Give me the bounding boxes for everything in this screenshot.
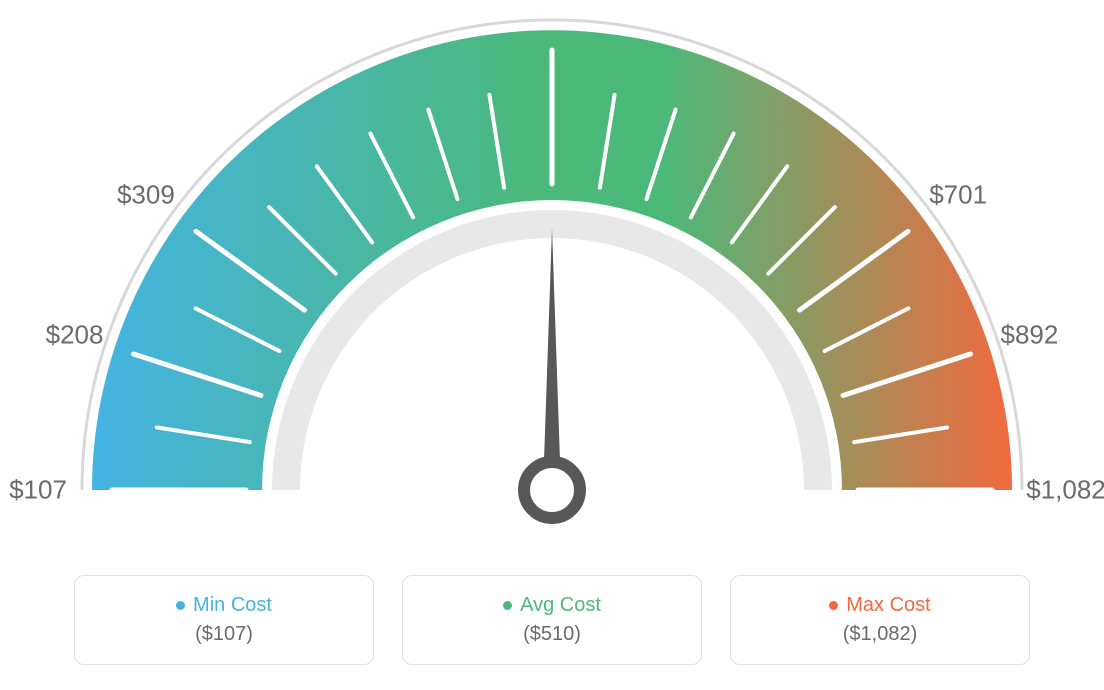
gauge-tick-label: $701 xyxy=(929,179,987,210)
legend-title-min: Min Cost xyxy=(193,594,272,617)
legend-title-max: Max Cost xyxy=(846,594,930,617)
legend-title-wrap-max: Max Cost xyxy=(829,594,930,617)
legend-value-max: ($1,082) xyxy=(843,623,918,646)
legend-row: Min Cost ($107) Avg Cost ($510) Max Cost… xyxy=(0,575,1104,665)
legend-value-avg: ($510) xyxy=(523,623,581,646)
gauge-tick-label: $510 xyxy=(523,0,581,4)
gauge-tick-label: $1,082 xyxy=(1026,475,1104,506)
legend-card-max: Max Cost ($1,082) xyxy=(730,575,1030,665)
gauge-tick-label: $107 xyxy=(9,475,67,506)
legend-dot-max xyxy=(829,601,838,610)
gauge-tick-label: $309 xyxy=(117,179,175,210)
legend-title-wrap-avg: Avg Cost xyxy=(503,594,601,617)
legend-title-avg: Avg Cost xyxy=(520,594,601,617)
legend-title-wrap-min: Min Cost xyxy=(176,594,272,617)
legend-dot-avg xyxy=(503,601,512,610)
gauge-tick-label: $208 xyxy=(46,319,104,350)
legend-card-min: Min Cost ($107) xyxy=(74,575,374,665)
gauge-svg xyxy=(0,0,1104,555)
gauge-chart-area: $107 $208 $309 $510 $701 $892 $1,082 xyxy=(0,0,1104,555)
legend-value-min: ($107) xyxy=(195,623,253,646)
gauge-tick-label: $892 xyxy=(1001,319,1059,350)
legend-card-avg: Avg Cost ($510) xyxy=(402,575,702,665)
legend-dot-min xyxy=(176,601,185,610)
